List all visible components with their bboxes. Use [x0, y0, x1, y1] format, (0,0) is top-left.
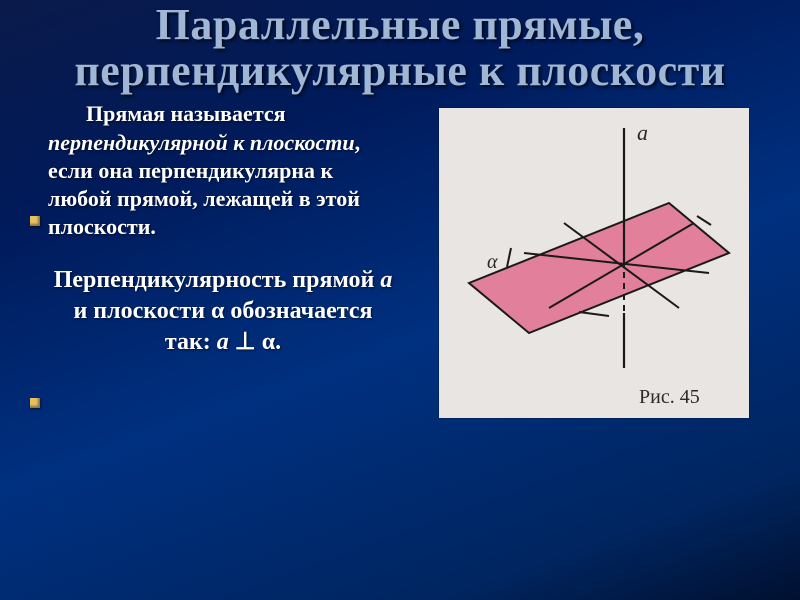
- plane-label: α: [487, 251, 498, 273]
- text-column: Прямая называется перпендикулярной к пло…: [28, 100, 398, 418]
- para2-var1: а: [380, 267, 392, 293]
- figure-caption: Рис. 45: [639, 386, 700, 408]
- definition-paragraph: Прямая называется перпендикулярной к пло…: [48, 100, 398, 241]
- para2-a: Перпендикулярность прямой: [54, 267, 381, 293]
- geometry-figure: a α Рис. 45: [439, 108, 749, 418]
- para2-c: ⊥ α.: [229, 329, 281, 355]
- slide: Параллельные прямые, перпендикулярные к …: [0, 0, 800, 600]
- figure-column: a α Рис. 45: [416, 100, 772, 418]
- line-label: a: [637, 120, 648, 145]
- bullet-decoration-1: [30, 216, 40, 226]
- content-row: Прямая называется перпендикулярной к пло…: [28, 100, 772, 418]
- notation-paragraph: Перпендикулярность прямой а и плоскости …: [48, 265, 398, 357]
- bullet-decoration-2: [30, 398, 40, 408]
- para1-emphasis: перпендикулярной к плоскости: [48, 130, 355, 155]
- slide-title: Параллельные прямые, перпендикулярные к …: [28, 0, 772, 94]
- para1-lead: Прямая называется: [86, 101, 286, 126]
- figure-svg: a α Рис. 45: [439, 108, 749, 418]
- para2-var2: а: [217, 329, 229, 355]
